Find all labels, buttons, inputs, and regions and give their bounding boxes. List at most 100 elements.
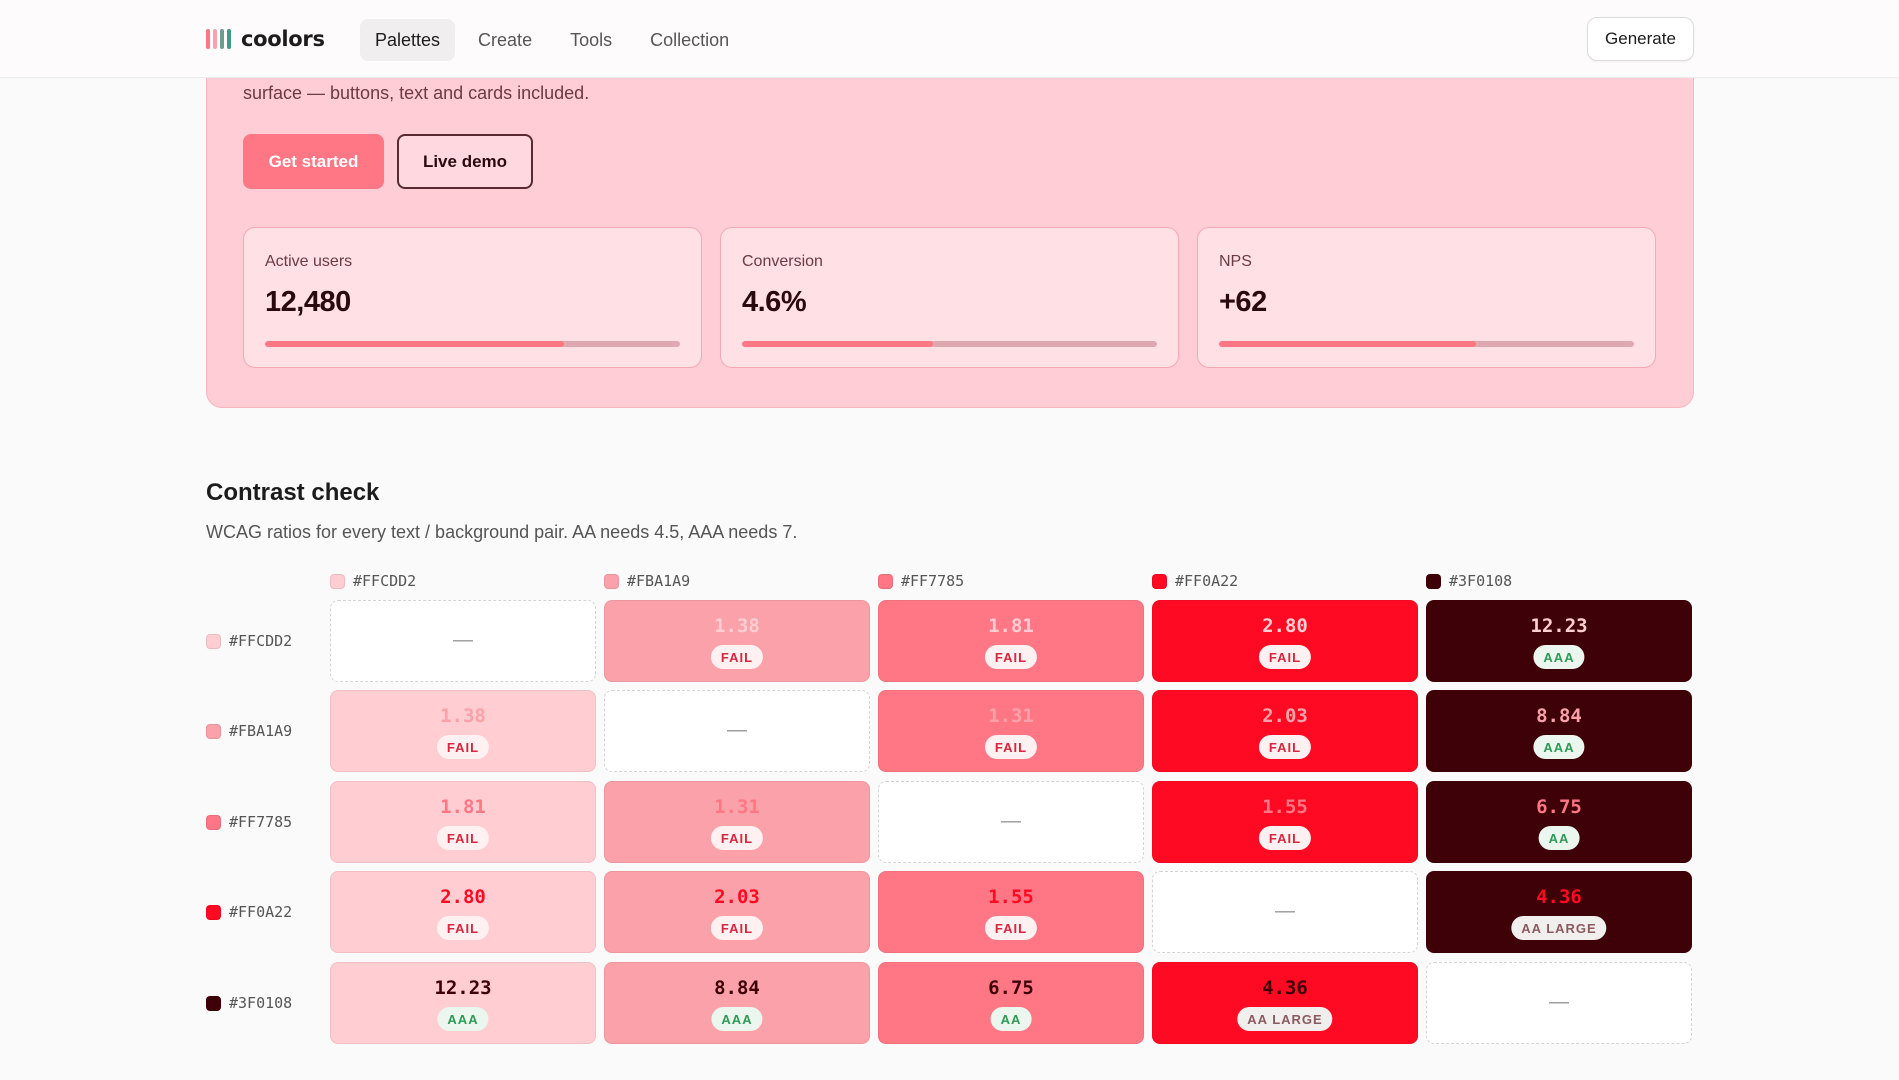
contrast-ratio: 1.81	[440, 796, 486, 818]
stat-value: +62	[1219, 286, 1267, 318]
color-swatch	[206, 633, 221, 649]
color-swatch	[604, 573, 619, 589]
wcag-rating-badge: FAIL	[436, 916, 490, 940]
row-header-label: #FFCDD2	[229, 632, 293, 650]
contrast-cell[interactable]: —	[330, 600, 596, 682]
contrast-check-title: Contrast check	[206, 479, 380, 506]
stat-value: 4.6%	[742, 286, 807, 318]
stat-progress-track	[265, 341, 680, 347]
contrast-cell[interactable]: 2.03 FAIL	[1152, 690, 1418, 772]
wcag-rating-badge: FAIL	[984, 735, 1038, 759]
contrast-cell[interactable]: 6.75 AA	[1426, 781, 1692, 863]
row-header-ff7785: #FF7785	[206, 813, 292, 831]
contrast-cell[interactable]: 8.84 AAA	[604, 962, 870, 1044]
contrast-cell[interactable]: 8.84 AAA	[1426, 690, 1692, 772]
row-header-label: #FBA1A9	[229, 722, 293, 740]
color-swatch	[206, 904, 221, 920]
contrast-cell[interactable]: 1.38 FAIL	[604, 600, 870, 682]
column-header-label: #FFCDD2	[353, 572, 417, 590]
stat-card-nps: NPS +62	[1197, 227, 1656, 368]
contrast-cell[interactable]: —	[878, 781, 1144, 863]
row-header-label: #3F0108	[229, 994, 293, 1012]
contrast-ratio: 8.84	[714, 977, 760, 999]
column-header-ffcdd2: #FFCDD2	[330, 572, 416, 590]
column-header-label: #FBA1A9	[627, 572, 691, 590]
hero-preview-card: surface — buttons, text and cards includ…	[206, 40, 1694, 408]
contrast-cell[interactable]: 1.38 FAIL	[330, 690, 596, 772]
brand-logo[interactable]: coolors	[206, 26, 325, 52]
contrast-ratio: 4.36	[1262, 977, 1308, 999]
nav-item-palettes[interactable]: Palettes	[360, 19, 456, 61]
column-header-ff7785: #FF7785	[878, 572, 964, 590]
contrast-cell[interactable]: 1.55 FAIL	[1152, 781, 1418, 863]
generate-button[interactable]: Generate	[1587, 17, 1694, 61]
stat-progress-track	[742, 341, 1157, 347]
contrast-cell[interactable]: 4.36 AA LARGE	[1152, 962, 1418, 1044]
contrast-cell[interactable]: 1.55 FAIL	[878, 871, 1144, 953]
contrast-ratio: 6.75	[1536, 796, 1582, 818]
contrast-cell[interactable]: 12.23 AAA	[330, 962, 596, 1044]
column-header-ff0a22: #FF0A22	[1152, 572, 1238, 590]
wcag-rating-badge: FAIL	[984, 645, 1038, 669]
coolors-logo-icon	[206, 29, 231, 49]
column-header-fba1a9: #FBA1A9	[604, 572, 690, 590]
brand-name: coolors	[241, 27, 325, 51]
nav-item-tools[interactable]: Tools	[570, 29, 613, 50]
empty-cell-dash: —	[1275, 900, 1295, 922]
contrast-cell[interactable]: 2.80 FAIL	[1152, 600, 1418, 682]
contrast-cell[interactable]: 1.81 FAIL	[878, 600, 1144, 682]
contrast-cell[interactable]: 2.80 FAIL	[330, 871, 596, 953]
contrast-ratio: 12.23	[434, 977, 492, 999]
contrast-cell[interactable]: 1.31 FAIL	[604, 781, 870, 863]
stat-value: 12,480	[265, 286, 351, 318]
row-header-3f0108: #3F0108	[206, 994, 292, 1012]
contrast-cell[interactable]: —	[1152, 871, 1418, 953]
color-swatch	[206, 723, 221, 739]
brand-mark-bar	[213, 29, 217, 49]
wcag-rating-badge: AAA	[1533, 735, 1585, 759]
stat-label: NPS	[1219, 253, 1252, 270]
contrast-ratio: 2.03	[1262, 705, 1308, 727]
stat-label: Conversion	[742, 253, 823, 270]
nav-item-collection[interactable]: Collection	[650, 29, 730, 50]
stat-progress-track	[1219, 341, 1634, 347]
row-header-label: #FF7785	[229, 813, 293, 831]
wcag-rating-badge: FAIL	[1258, 826, 1312, 850]
wcag-rating-badge: FAIL	[984, 916, 1038, 940]
wcag-rating-badge: AAA	[1533, 645, 1585, 669]
contrast-ratio: 8.84	[1536, 705, 1582, 727]
contrast-cell[interactable]: 1.31 FAIL	[878, 690, 1144, 772]
live-demo-button[interactable]: Live demo	[397, 134, 533, 189]
contrast-ratio: 1.38	[440, 705, 486, 727]
contrast-cell[interactable]: 6.75 AA	[878, 962, 1144, 1044]
get-started-button[interactable]: Get started	[243, 134, 384, 189]
wcag-rating-badge: FAIL	[1258, 645, 1312, 669]
wcag-rating-badge: FAIL	[1258, 735, 1312, 759]
contrast-cell[interactable]: —	[604, 690, 870, 772]
column-header-label: #3F0108	[1449, 572, 1513, 590]
wcag-rating-badge: FAIL	[710, 916, 764, 940]
wcag-rating-badge: FAIL	[436, 735, 490, 759]
stat-progress-fill	[742, 341, 933, 347]
contrast-cell[interactable]: 4.36 AA LARGE	[1426, 871, 1692, 953]
contrast-ratio: 2.03	[714, 886, 760, 908]
contrast-ratio: 12.23	[1530, 615, 1588, 637]
contrast-ratio: 2.80	[440, 886, 486, 908]
contrast-cell[interactable]: —	[1426, 962, 1692, 1044]
wcag-rating-badge: AAA	[711, 1007, 763, 1031]
empty-cell-dash: —	[727, 719, 747, 741]
column-header-label: #FF0A22	[1175, 572, 1239, 590]
stat-label: Active users	[265, 253, 353, 270]
contrast-ratio: 1.38	[714, 615, 760, 637]
contrast-cell[interactable]: 12.23 AAA	[1426, 600, 1692, 682]
brand-mark-bar	[206, 29, 210, 49]
stat-progress-fill	[265, 341, 564, 347]
empty-cell-dash: —	[1549, 991, 1569, 1013]
contrast-cell[interactable]: 1.81 FAIL	[330, 781, 596, 863]
wcag-rating-badge: AA	[1538, 826, 1580, 850]
contrast-cell[interactable]: 2.03 FAIL	[604, 871, 870, 953]
color-swatch	[1152, 573, 1167, 589]
nav-item-create[interactable]: Create	[478, 29, 533, 50]
empty-cell-dash: —	[453, 629, 473, 651]
row-header-ff0a22: #FF0A22	[206, 903, 292, 921]
